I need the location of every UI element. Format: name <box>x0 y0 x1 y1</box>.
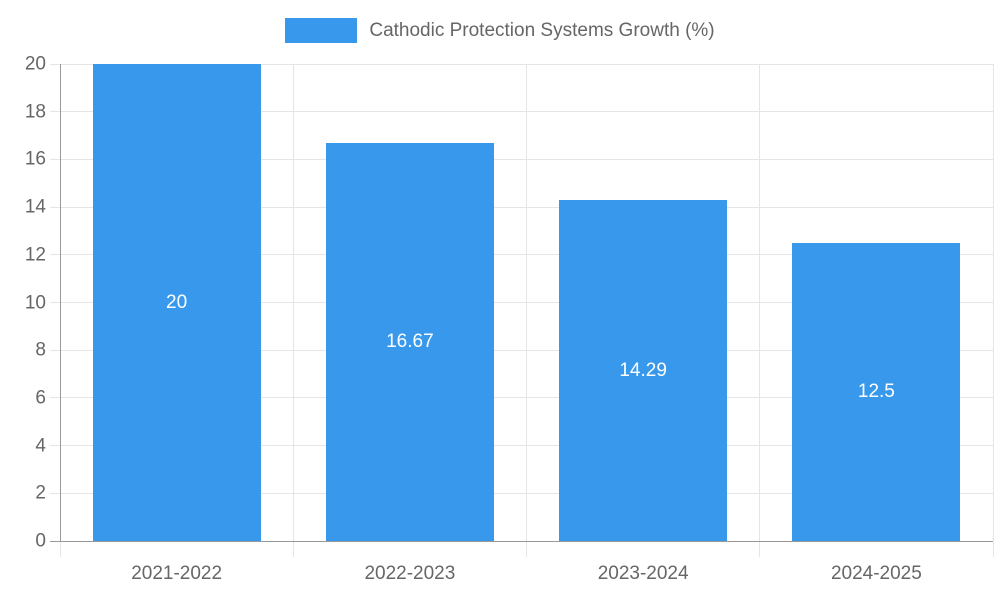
y-tick-label: 14 <box>24 196 46 218</box>
bar[interactable] <box>92 64 261 541</box>
v-gridline <box>759 64 761 541</box>
plot-area: 20 16.67 14.29 12.5 <box>50 63 994 557</box>
x-tick-label: 2023-2024 <box>597 563 689 584</box>
h-gridline <box>50 492 993 494</box>
y-axis-line <box>60 64 61 541</box>
x-tick-label: 2022-2023 <box>364 563 456 584</box>
x-tick-mark <box>59 542 61 557</box>
h-gridline <box>50 445 993 447</box>
bar[interactable] <box>559 200 728 541</box>
x-tick-mark <box>526 542 527 557</box>
y-tick-label: 6 <box>35 387 46 409</box>
bar-value-label: 16.67 <box>386 331 434 353</box>
v-gridline <box>292 64 294 541</box>
legend-label: Cathodic Protection Systems Growth (%) <box>369 20 715 41</box>
bar-value-label: 20 <box>166 291 188 313</box>
legend-swatch-icon <box>285 18 358 43</box>
h-gridline <box>50 63 993 65</box>
zero-gridline <box>50 540 993 542</box>
v-gridline <box>992 64 994 541</box>
x-tick-mark <box>292 542 294 557</box>
legend[interactable]: Cathodic Protection Systems Growth (%) <box>0 18 1000 43</box>
y-tick-label: 10 <box>24 292 46 313</box>
h-gridline <box>50 349 993 351</box>
v-gridline <box>526 64 527 541</box>
y-tick-label: 20 <box>24 53 46 75</box>
y-tick-label: 2 <box>35 482 46 504</box>
y-tick-label: 8 <box>35 339 46 361</box>
y-tick-label: 18 <box>24 101 46 123</box>
x-tick-label: 2024-2025 <box>830 563 922 584</box>
bar-value-label: 12.5 <box>857 380 895 402</box>
y-tick-label: 0 <box>35 530 46 552</box>
x-tick-mark <box>992 542 994 557</box>
bar-value-label: 14.29 <box>619 359 667 381</box>
bar[interactable] <box>325 143 494 541</box>
h-gridline <box>50 302 993 303</box>
x-tick-label: 2021-2022 <box>131 563 223 584</box>
y-tick-label: 4 <box>35 435 46 457</box>
h-gridline <box>50 111 993 113</box>
y-tick-label: 12 <box>24 244 46 266</box>
h-gridline <box>50 397 993 399</box>
h-gridline <box>50 254 993 256</box>
y-tick-label: 16 <box>24 148 46 170</box>
bar[interactable] <box>792 242 961 541</box>
h-gridline <box>50 158 993 160</box>
x-tick-mark <box>759 542 761 557</box>
h-gridline <box>50 206 993 208</box>
